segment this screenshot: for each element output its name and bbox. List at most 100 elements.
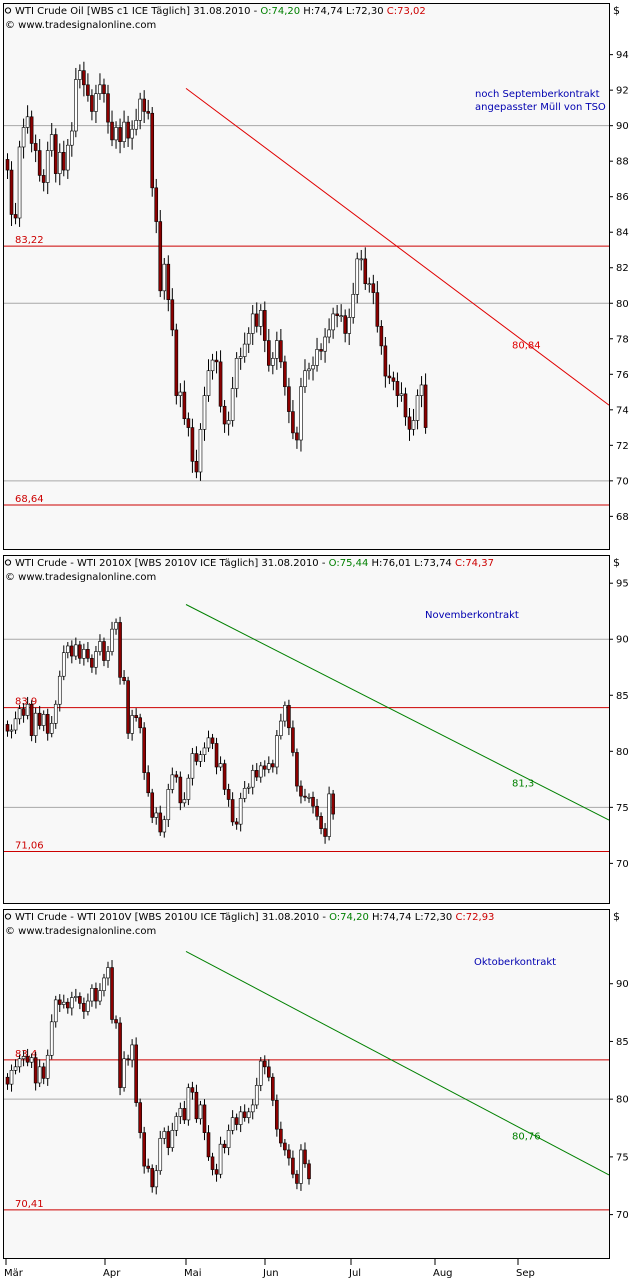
trendline [185,87,610,406]
candle [150,1164,155,1193]
y-tick-label-80: 80 [616,747,629,758]
candle [327,786,331,841]
candle [266,329,271,372]
candle [295,1170,299,1190]
candle-body [37,1066,42,1084]
candle-body [359,258,364,261]
candle [419,376,424,408]
candle-body [275,735,279,768]
candle [323,823,327,844]
candle-body [190,753,195,779]
candle [242,332,247,363]
candle [102,637,106,667]
candle-body [186,418,191,428]
candle [423,373,428,434]
candle-body [307,1163,311,1180]
candle [246,327,251,353]
candle [287,1144,291,1166]
candle-body [174,329,179,396]
candle [238,347,243,370]
candle [134,708,138,722]
candle-body [170,1130,175,1148]
candle [271,1073,275,1107]
candle-body [271,763,275,768]
candle [375,281,380,333]
candle [258,304,263,336]
candle [162,1127,167,1145]
x-axis-label-Sep: Sep [516,1268,535,1279]
candle-body [198,754,203,762]
candle [411,408,416,436]
candle-body [266,1066,271,1078]
candle [359,249,364,271]
candle [210,733,215,750]
candle [110,960,114,1024]
candle-body [21,127,26,148]
candle [162,257,167,300]
candle [74,67,78,138]
candle [295,426,299,449]
y-tick-label-70: 70 [616,1210,629,1221]
candle [126,676,130,739]
candle [266,1059,271,1082]
candle-body [70,130,74,146]
candle [214,1163,219,1182]
candle [150,788,155,824]
candle [279,713,283,740]
candle-body [391,377,396,382]
candle [166,255,171,312]
candle [190,747,195,786]
header-source: © www.tradesignalonline.com [5,572,156,583]
header-low: L:72,30 [346,6,387,17]
candle [138,1098,142,1139]
header-title: WTI Crude - WTI 2010X [WBS 2010V ICE Täg… [15,558,329,569]
candle-body [371,283,376,293]
candle-body [134,1044,138,1103]
candle-body [25,703,30,716]
candle [122,110,126,148]
level-label: 83,4 [15,1049,37,1060]
candle-body [367,283,372,286]
candle-body [158,1138,163,1172]
candle-body [343,315,347,334]
candle [202,386,207,441]
candle [291,720,295,757]
candle-body [82,649,86,659]
candle-body [178,391,183,396]
candle [126,115,130,147]
candle [142,722,146,780]
candle-body [242,1111,247,1118]
candle-body [379,326,384,347]
header-high: H:74,74 [303,6,346,17]
candle [25,105,30,134]
candle-body [41,1066,46,1079]
candle-body [287,705,291,729]
candle-body [194,753,199,762]
candle-body [106,93,110,123]
candle [238,792,243,832]
candle-body [74,996,78,998]
candle-body [246,786,251,789]
candle-body [174,774,179,778]
candle-body [242,343,247,357]
candle [222,1140,227,1154]
candle [61,140,66,177]
candle [102,973,106,997]
header-bullet-icon [4,559,12,566]
y-tick-label-92: 92 [616,86,629,97]
candle [279,329,283,369]
candle-body [383,345,388,377]
candle-body [114,127,118,141]
candle-body [86,84,90,96]
x-axis-label-Aug: Aug [433,1268,453,1279]
candle [407,408,412,441]
candle-body [246,1111,251,1118]
candle [262,301,267,353]
candle-body [94,988,98,1002]
candle [53,128,58,183]
candle-body [90,95,94,112]
candle [94,982,98,1009]
candle-body [311,365,315,370]
candle [45,1049,50,1086]
